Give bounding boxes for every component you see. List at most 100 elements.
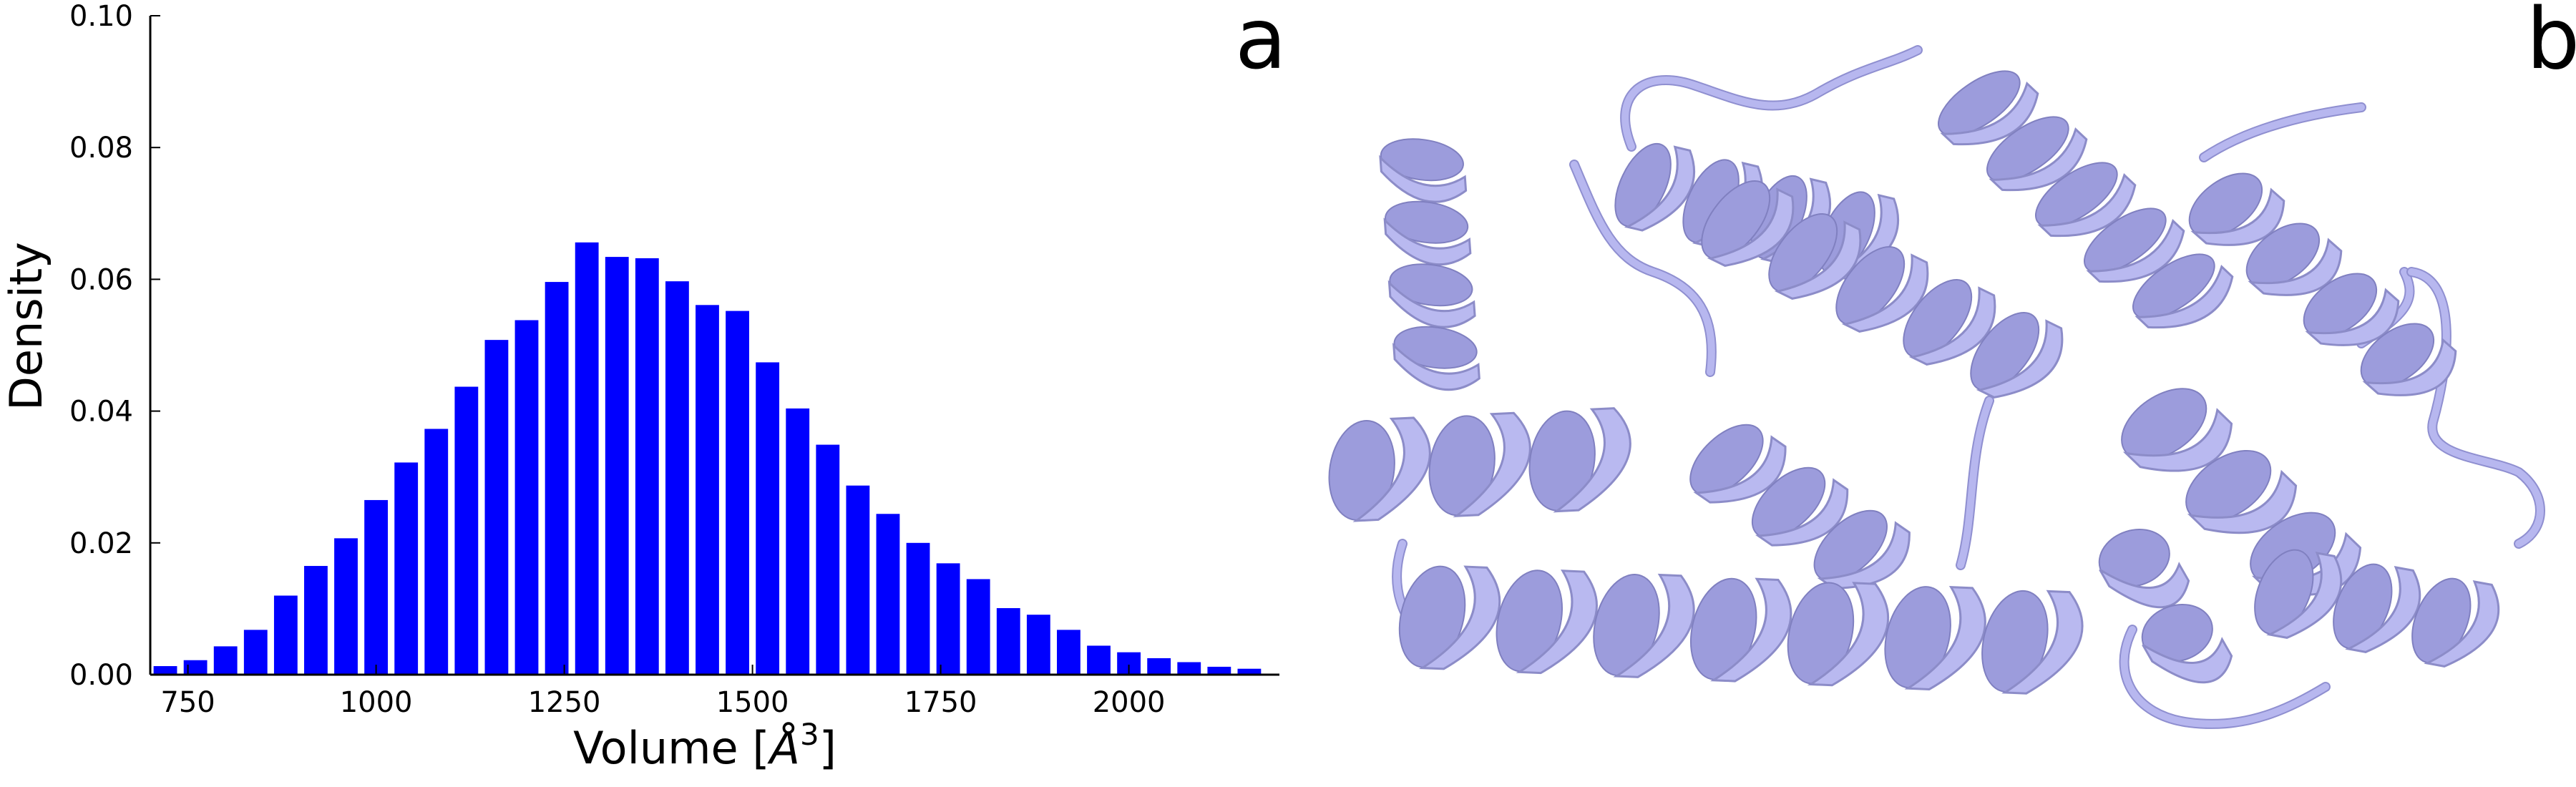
protein-helices	[1328, 70, 2500, 695]
histogram-bar	[304, 566, 328, 675]
histogram-bar	[1177, 662, 1201, 675]
helix-ribbon	[2187, 469, 2298, 534]
helix-turn	[1389, 263, 1473, 307]
protein-loop	[2200, 104, 2365, 161]
histogram-bar	[936, 563, 960, 675]
x-tick-label: 2000	[1093, 686, 1166, 719]
histogram-bar	[213, 646, 238, 675]
helix-ribbon	[1352, 416, 1431, 522]
histogram-bar	[484, 340, 509, 675]
y-tick-label: 0.02	[69, 527, 133, 560]
histogram-bar	[1237, 668, 1262, 675]
helix-turn	[1385, 200, 1469, 244]
helix-ribbon	[1755, 478, 1849, 547]
helix-ribbon	[1904, 586, 1986, 690]
helix-ribbon	[2086, 218, 2185, 283]
helix-ribbon	[1613, 573, 1695, 678]
helix-turn	[1970, 312, 2040, 391]
histogram-bar	[665, 281, 689, 675]
histogram-bar	[1147, 658, 1171, 675]
helix-ribbon	[1379, 155, 1468, 203]
helix-turn	[1393, 326, 1478, 369]
helix-turn	[2185, 449, 2272, 523]
helix-ribbon	[1392, 343, 1480, 391]
helix-turn	[1768, 213, 1838, 293]
helix-ribbon	[2362, 338, 2457, 396]
helix-turn	[2034, 162, 2118, 228]
histogram-bar	[514, 320, 539, 675]
x-tick-label: 1500	[716, 686, 789, 719]
histogram-bar	[906, 542, 930, 675]
helix-ribbon	[1707, 187, 1795, 267]
helix-turn	[2360, 323, 2435, 388]
helix-turn	[1428, 415, 1496, 517]
histogram-bar	[1207, 666, 1231, 675]
histogram-bar	[726, 311, 749, 675]
histogram-bar	[876, 514, 900, 675]
histogram-bar	[454, 386, 479, 675]
helix-turn	[1496, 570, 1563, 673]
histogram-bar	[605, 257, 629, 675]
helix-turn	[1380, 138, 1464, 182]
x-ticks: 750 1000 1250 1500 1750 2000	[160, 665, 1165, 719]
histogram-bar	[575, 242, 599, 675]
helix-turn	[1689, 577, 1757, 680]
helix-ribbon	[2001, 590, 2084, 695]
helix-turn	[1986, 116, 2069, 182]
protein-loop	[1621, 47, 1921, 150]
helix-turn	[2141, 604, 2213, 663]
helix-turn	[1398, 565, 1466, 668]
helix-ribbon	[2122, 408, 2233, 472]
histogram-bar	[996, 607, 1020, 675]
helix-turn	[2083, 207, 2167, 274]
protein-loop	[2408, 268, 2544, 547]
histogram-bar	[696, 305, 719, 675]
helix-turn	[1787, 582, 1855, 685]
protein-structure-image: b	[1328, 0, 2576, 729]
y-ticks: 0.00 0.02 0.04 0.06 0.08 0.10	[69, 0, 160, 692]
histogram-bar	[183, 660, 208, 675]
histogram-bar	[816, 444, 840, 675]
x-tick-label: 1750	[904, 686, 977, 719]
y-axis-label: Density	[0, 242, 52, 411]
histogram-bar	[273, 595, 298, 675]
y-tick-label: 0.00	[69, 659, 133, 692]
y-tick-label: 0.04	[69, 396, 133, 429]
x-tick-label: 750	[160, 686, 215, 719]
helix-turn	[2303, 273, 2378, 338]
helix-ribbon	[2099, 562, 2190, 609]
helix-turn	[1701, 180, 1771, 260]
histogram-bar	[545, 282, 569, 675]
histogram-bar	[1026, 615, 1050, 675]
x-tick-label: 1000	[340, 686, 413, 719]
helix-turn	[1981, 590, 2049, 693]
helix-ribbon	[1807, 582, 1890, 687]
helix-turn	[1884, 586, 1951, 689]
x-tick-label: 1250	[528, 686, 601, 719]
bars	[153, 242, 1262, 675]
helix-ribbon	[1453, 411, 1531, 517]
helix-turn	[2333, 563, 2393, 650]
histogram-bar	[635, 258, 659, 675]
helix-turn	[2245, 223, 2321, 288]
histogram-bar	[364, 499, 389, 675]
helix-turn	[1528, 410, 1596, 512]
helix-ribbon	[2305, 288, 2400, 346]
helix-turn	[1937, 70, 2021, 137]
helix-turn	[2254, 549, 2314, 635]
histogram-bar	[966, 579, 990, 675]
histogram-bar	[1057, 630, 1080, 675]
histogram-bar	[334, 538, 358, 675]
helix-ribbon	[1553, 407, 1631, 513]
helix-turn	[2132, 253, 2215, 320]
histogram-bar	[756, 362, 780, 675]
histogram-panel: 750 1000 1250 1500 1750 2000 0.00 0.02 0.04 0.06…	[0, 0, 1287, 774]
panel-label-a: a	[1235, 0, 1287, 88]
protein-loop	[1957, 397, 1993, 569]
helix-ribbon	[1693, 435, 1787, 504]
helix-turn	[2098, 529, 2170, 587]
histogram-bar	[424, 429, 449, 675]
protein-loop	[2120, 626, 2329, 728]
helix-ribbon	[1624, 145, 1696, 232]
